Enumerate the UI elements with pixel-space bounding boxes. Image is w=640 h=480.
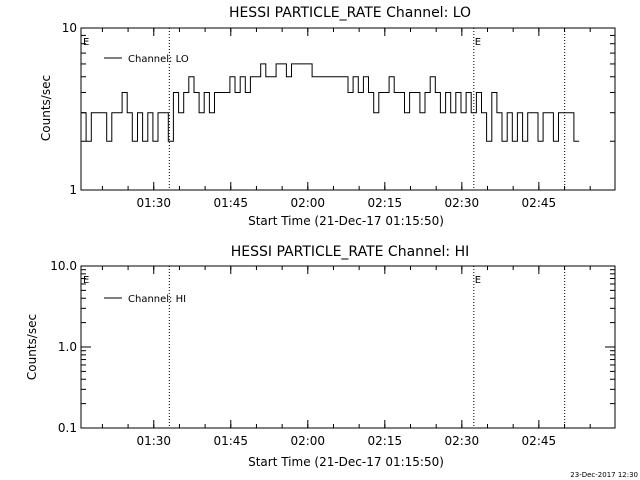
y-tick-label-lo: 1 <box>69 183 77 197</box>
x-tick-label-hi: 01:30 <box>136 434 171 448</box>
x-tick-label-lo: 01:30 <box>136 196 171 210</box>
x-tick-label-hi: 02:00 <box>290 434 325 448</box>
chart-title-hi: HESSI PARTICLE_RATE Channel: HI <box>231 244 469 260</box>
x-tick-label-lo: 01:45 <box>213 196 248 210</box>
x-tick-label-hi: 02:45 <box>522 434 557 448</box>
series-line-lo <box>81 63 580 142</box>
x-tick-label-hi: 02:15 <box>368 434 403 448</box>
chart-title-lo: HESSI PARTICLE_RATE Channel: LO <box>229 5 471 21</box>
event-flag-lo-0: E <box>83 37 89 48</box>
plot-frame-hi <box>80 265 616 429</box>
y-axis-label-hi: Counts/sec <box>25 314 39 380</box>
event-flag-hi-0: E <box>83 275 89 286</box>
footer-timestamp: 23-Dec-2017 12:30 <box>570 471 638 479</box>
dotted-verticals-lo <box>168 28 566 190</box>
y-axis-label-lo: Counts/sec <box>39 75 53 141</box>
y-ticks-hi: 0.1 1.0 10.0 <box>50 259 615 435</box>
y-tick-label-hi: 10.0 <box>50 259 77 273</box>
dotted-verticals-hi <box>168 266 566 428</box>
x-ticks-lo: 01:30 01:45 02:00 02:15 02:30 02:45 <box>101 28 591 210</box>
x-axis-label-lo: Start Time (21-Dec-17 01:15:50) <box>248 214 444 228</box>
plot-frame-lo <box>80 27 616 191</box>
legend-label-lo: Channel: LO <box>128 54 189 65</box>
x-tick-label-lo: 02:00 <box>290 196 325 210</box>
event-flag-hi-1: E <box>475 275 481 286</box>
event-flag-lo-1: E <box>475 37 481 48</box>
legend-label-hi: Channel: HI <box>128 294 186 305</box>
y-tick-label-lo: 10 <box>62 21 77 35</box>
x-axis-label-hi: Start Time (21-Dec-17 01:15:50) <box>248 455 444 469</box>
y-tick-label-hi: 1.0 <box>58 340 77 354</box>
chart-panel-lo: HESSI PARTICLE_RATE Channel: LO 01:30 01:… <box>39 5 616 228</box>
x-ticks-hi: 01:30 01:45 02:00 02:15 02:30 02:45 <box>101 266 591 448</box>
x-tick-label-lo: 02:30 <box>445 196 480 210</box>
x-tick-label-lo: 02:45 <box>522 196 557 210</box>
chart-panel-hi: HESSI PARTICLE_RATE Channel: HI 01:30 01:… <box>25 244 616 469</box>
y-tick-label-hi: 0.1 <box>58 421 77 435</box>
x-tick-label-hi: 02:30 <box>445 434 480 448</box>
x-tick-label-hi: 01:45 <box>213 434 248 448</box>
y-ticks-lo: 1 10 <box>62 21 615 197</box>
x-tick-label-lo: 02:15 <box>368 196 403 210</box>
